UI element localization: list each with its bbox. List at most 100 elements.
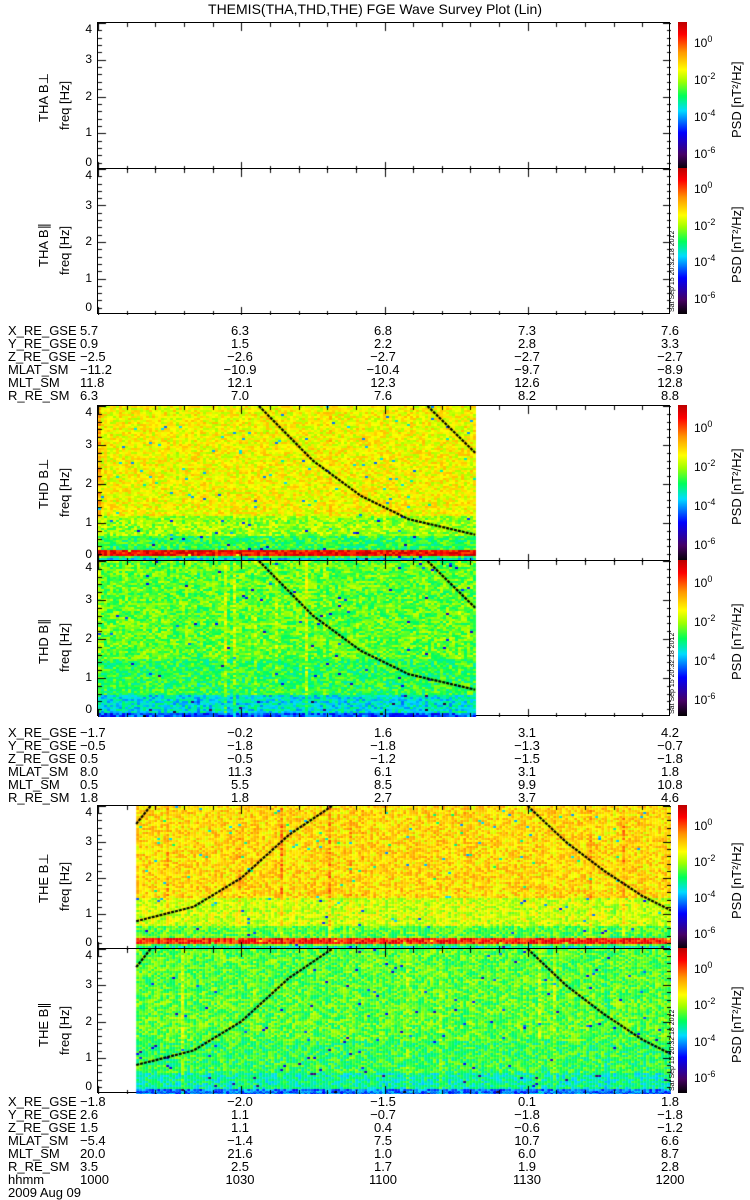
ephemeris-value: −0.7	[657, 738, 683, 753]
ephemeris-value: −1.2	[370, 751, 396, 766]
spectrogram-canvas	[98, 949, 671, 1094]
colorbar-label: PSD [nT²/Hz]	[729, 603, 744, 680]
y-tick-label: 4	[85, 405, 92, 419]
y-tick-label: 0	[85, 300, 92, 314]
ephemeris-value: −11.2	[80, 362, 112, 377]
y-axis-label: freq [Hz]	[57, 1005, 72, 1055]
spectrogram-canvas	[98, 806, 671, 950]
ephemeris-label: MLAT_SM	[8, 362, 69, 377]
colorbar-tick-label: 100	[694, 180, 713, 197]
y-tick-label: 1	[85, 906, 92, 920]
ephemeris-value: 12.1	[227, 375, 253, 390]
ephemeris-value: 7.6	[373, 388, 393, 403]
ephemeris-value: −2.6	[227, 349, 253, 364]
ephemeris-value: 1.6	[373, 725, 393, 740]
y-tick-label: 4	[85, 560, 92, 574]
ephemeris-value: 3.1	[517, 764, 537, 779]
colorbar-tick-label: 100	[694, 34, 713, 51]
colorbar-tick-label: 10-4	[694, 496, 716, 513]
ephemeris-value: −2.7	[657, 349, 683, 364]
ephemeris-value: 5.5	[230, 777, 250, 792]
ephemeris-value: −1.8	[657, 751, 683, 766]
ephemeris-label: MLAT_SM	[8, 1133, 69, 1148]
y-tick-label: 1	[85, 670, 92, 684]
ephemeris-value: 6.8	[373, 323, 393, 338]
y-tick-label: 2	[85, 476, 92, 490]
colorbar-tick-exponent: 0	[707, 418, 713, 429]
ephemeris-value: 5.7	[80, 323, 99, 338]
colorbar-tick-label: 10-2	[694, 71, 716, 88]
colorbar-tick-label: 100	[694, 573, 713, 590]
ephemeris-value: 2.8	[660, 1159, 680, 1174]
colorbar-tick-exponent: -6	[707, 144, 716, 155]
colorbar	[678, 168, 687, 314]
y-tick-label: 0	[85, 702, 92, 716]
spectrogram-panel-tha-par	[97, 168, 671, 315]
colorbar-label: PSD [nT²/Hz]	[729, 985, 744, 1063]
colorbar-tick-exponent: -6	[707, 690, 716, 701]
ephemeris-value: 12.8	[657, 375, 683, 390]
colorbar-tick-exponent: -4	[707, 651, 716, 662]
panel-label: THE B∥	[36, 1001, 51, 1047]
ephemeris-value: −1.5	[514, 751, 540, 766]
colorbar-tick-label: 10-6	[694, 690, 716, 707]
ephemeris-value: −2.0	[227, 1094, 253, 1109]
ephemeris-value: −8.9	[657, 362, 683, 377]
y-tick-label: 3	[85, 592, 92, 606]
ephemeris-value: 6.0	[517, 1146, 537, 1161]
ephemeris-value: −0.6	[514, 1120, 540, 1135]
ephemeris-value: −1.4	[227, 1133, 253, 1148]
ephemeris-value: 8.5	[373, 777, 393, 792]
ephemeris-value: 4.6	[660, 790, 680, 805]
y-tick-label: 1	[85, 515, 92, 529]
ephemeris-value: 1.8	[80, 790, 99, 805]
ephemeris-label: MLT_SM	[8, 375, 60, 390]
ephemeris-value: −10.9	[223, 362, 257, 377]
colorbar-tick-exponent: 0	[707, 960, 713, 971]
colorbar-tick-label: 10-6	[694, 289, 716, 306]
ephemeris-value: 6.1	[373, 764, 393, 779]
y-axis-label: freq [Hz]	[57, 861, 72, 911]
colorbar	[678, 560, 687, 716]
colorbar-tick-label: 100	[694, 960, 713, 977]
ephemeris-value: −1.2	[657, 1120, 683, 1135]
colorbar-tick-exponent: -2	[707, 612, 716, 623]
colorbar-label: PSD [nT²/Hz]	[729, 206, 744, 283]
ephemeris-label: MLT_SM	[8, 1146, 60, 1161]
colorbar-tick-exponent: -2	[707, 996, 716, 1007]
ephemeris-label: X_RE_GSE	[8, 323, 77, 338]
colorbar-tick-label: 10-4	[694, 651, 716, 668]
ephemeris-value: 7.0	[230, 388, 250, 403]
ephemeris-label: R_RE_SM	[8, 1159, 70, 1174]
ephemeris-label: Z_RE_GSE	[8, 751, 76, 766]
ephemeris-label: X_RE_GSE	[8, 1094, 77, 1109]
panel-label: THE B⊥	[36, 853, 51, 903]
ephemeris-value: −10.4	[366, 362, 400, 377]
ephemeris-label: R_RE_SM	[8, 388, 70, 403]
colorbar-tick-exponent: -6	[707, 1068, 716, 1079]
ephemeris-value: −1.8	[370, 738, 396, 753]
ephemeris-value: −1.3	[514, 738, 540, 753]
ephemeris-value: 21.6	[227, 1146, 253, 1161]
ephemeris-value: 3.1	[517, 725, 537, 740]
colorbar-label: PSD [nT²/Hz]	[729, 60, 744, 138]
ephemeris-value: 11.8	[80, 375, 105, 390]
spectrogram-canvas	[98, 169, 671, 315]
colorbar-tick-exponent: -2	[707, 216, 716, 227]
colorbar-tick-label: 10-6	[694, 144, 716, 161]
colorbar-tick-exponent: -4	[707, 889, 716, 899]
y-tick-label: 2	[85, 234, 92, 248]
ephemeris-value: 1.1	[230, 1120, 250, 1135]
ephemeris-value: 3.5	[80, 1159, 99, 1174]
ephemeris-label: Z_RE_GSE	[8, 1120, 76, 1135]
y-tick-label: 3	[85, 51, 92, 66]
ephemeris-value: 1000	[80, 1172, 109, 1187]
ephemeris-value: 8.8	[660, 388, 680, 403]
ephemeris-value: 11.3	[227, 764, 253, 779]
timestamp-stamp: Sat Sep 15 20:32:18 2012	[669, 1009, 676, 1091]
y-axis-label: freq [Hz]	[57, 467, 72, 517]
y-axis-label: freq [Hz]	[57, 80, 72, 130]
panel-label: THD B∥	[36, 618, 51, 665]
ephemeris-value: 8.2	[517, 388, 537, 403]
